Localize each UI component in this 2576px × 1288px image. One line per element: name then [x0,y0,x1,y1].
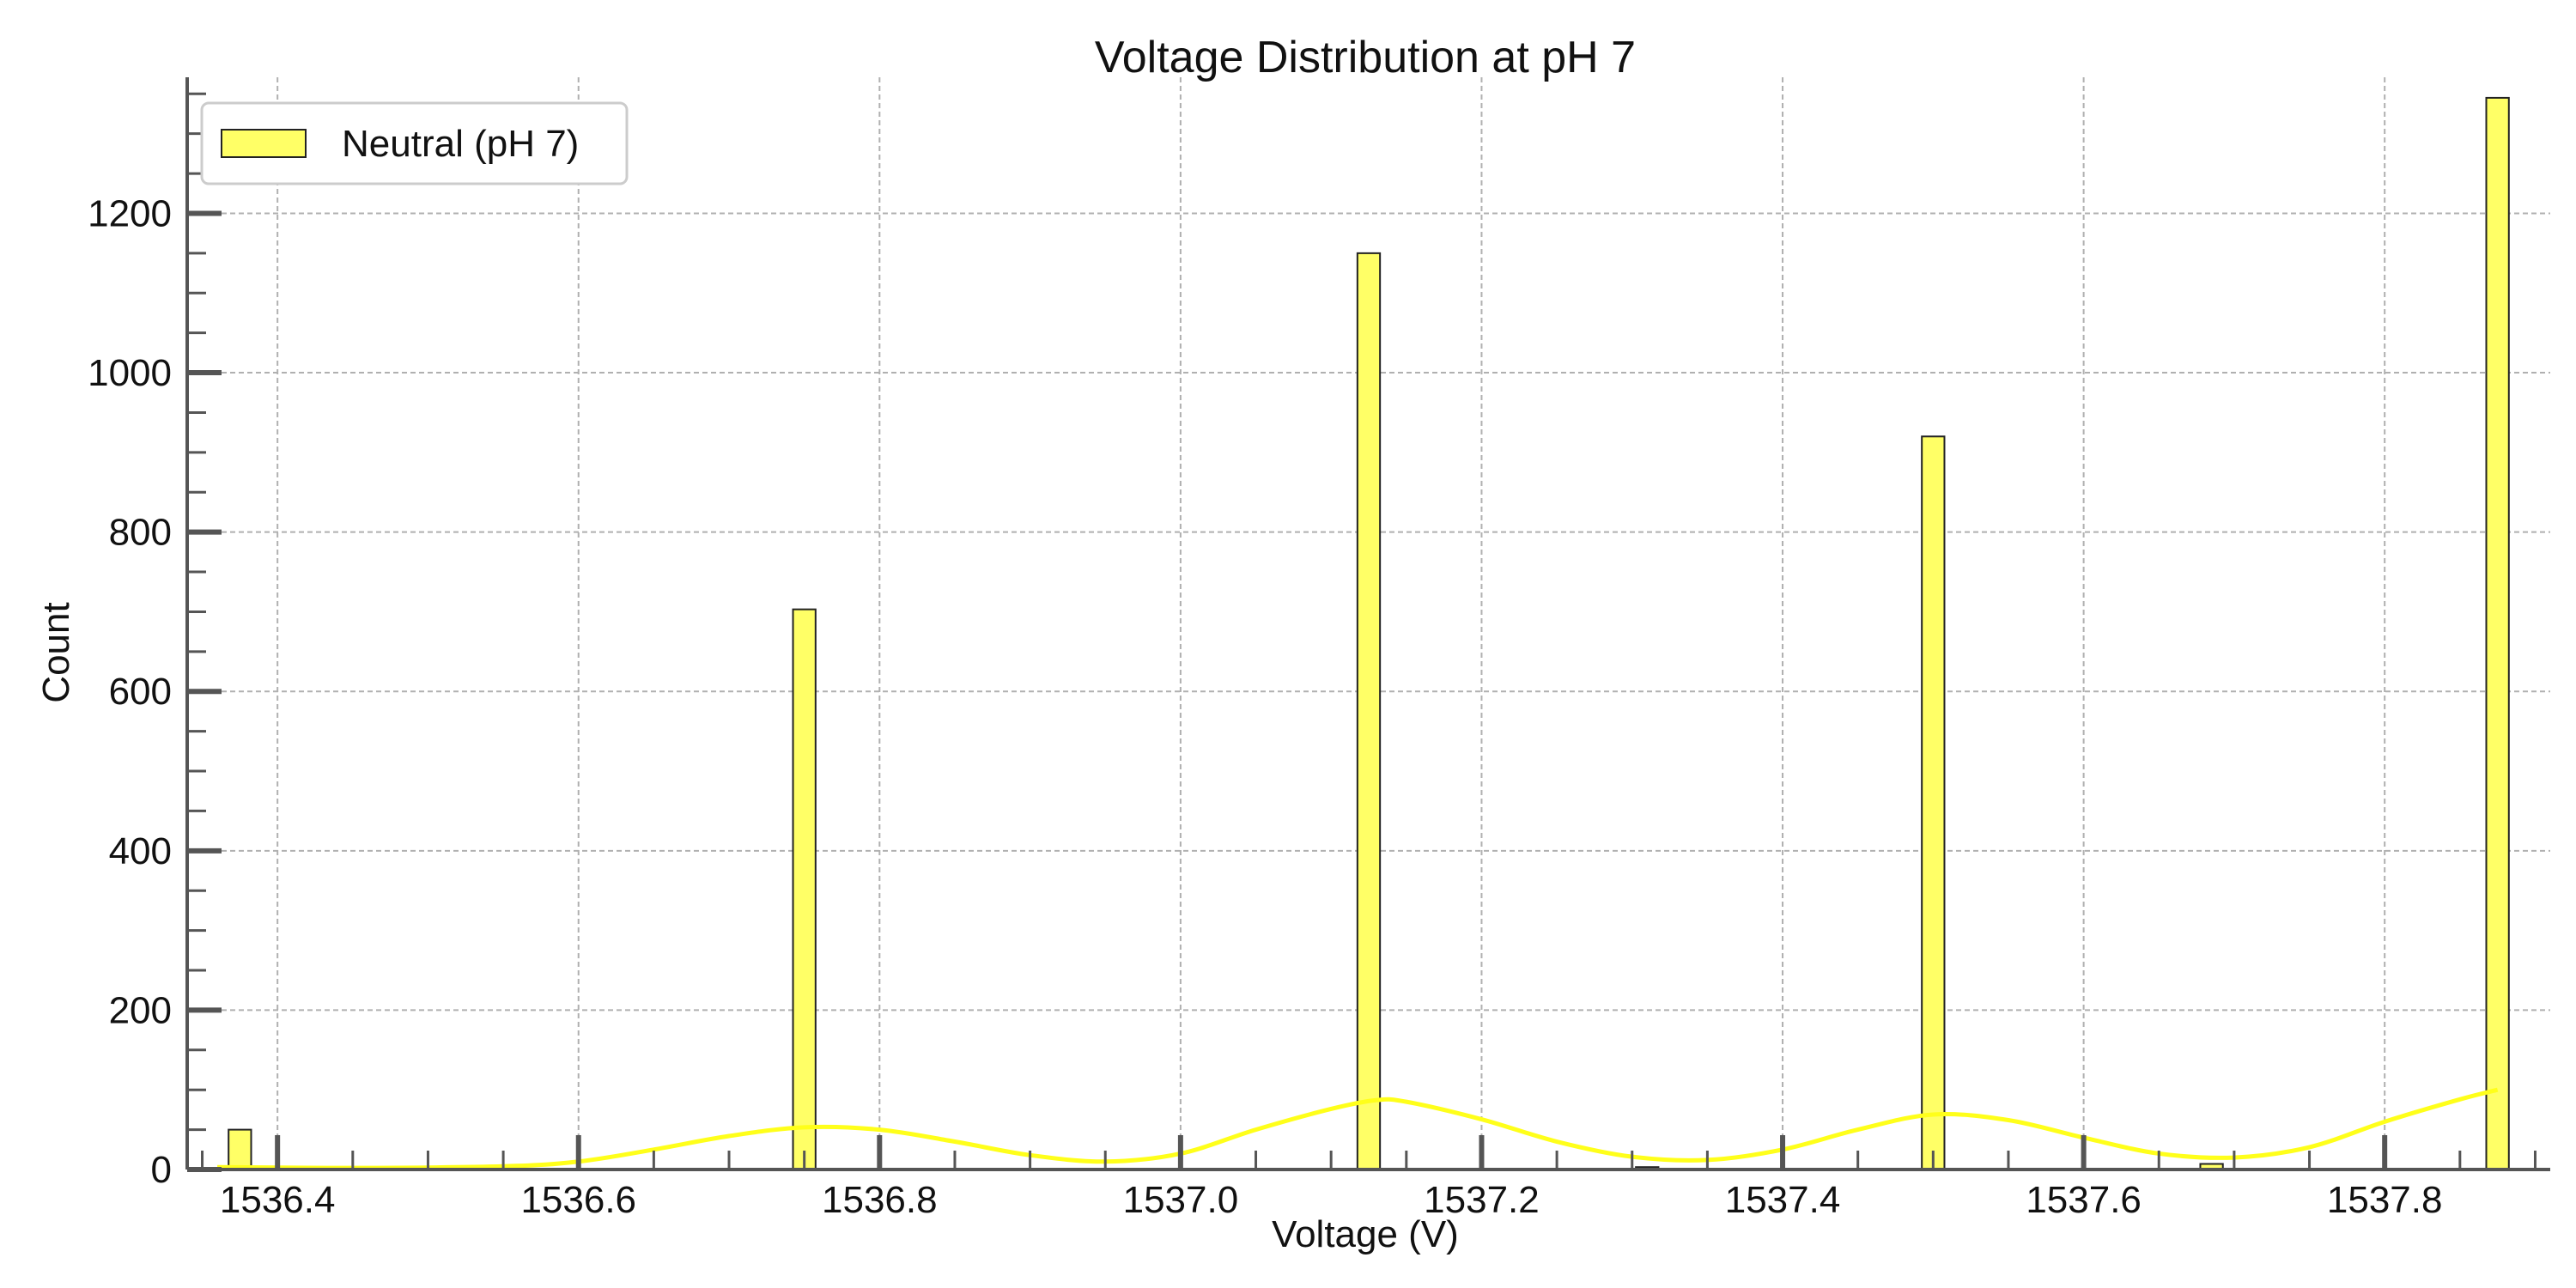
legend: Neutral (pH 7) [200,101,629,185]
y-axis-label: Count [35,602,77,702]
x-tick-label: 1537.8 [2327,1179,2443,1221]
histogram-bar [228,1128,252,1170]
histogram-bar [792,608,817,1170]
x-tick-label: 1536.6 [520,1179,636,1221]
y-tick-label: 600 [109,671,172,713]
x-tick-label: 1537.0 [1123,1179,1239,1221]
x-tick-label: 1537.4 [1725,1179,1841,1221]
y-tick-label: 1000 [88,352,172,394]
x-tick-label: 1537.2 [1424,1179,1540,1221]
kde-curve-layer [217,1087,2499,1170]
y-tick-label: 800 [109,512,172,554]
chart-title: Voltage Distribution at pH 7 [1095,33,1636,82]
y-tick-label: 0 [151,1149,172,1191]
x-axis-label: Voltage (V) [1272,1213,1459,1255]
histogram-bars [228,96,2510,1171]
y-tick-label: 1200 [88,192,172,234]
histogram-bar [1921,435,1946,1170]
histogram-bar [1356,252,1382,1170]
histogram-bar [2485,96,2510,1171]
y-tick-label: 200 [109,989,172,1031]
legend-swatch [221,129,307,158]
legend-label: Neutral (pH 7) [342,123,579,165]
tick-labels: 0 200 400 600 800 1000 1200 1536.4 1536.6 1536.8 1… [88,192,2442,1221]
x-tick-label: 1536.4 [220,1179,336,1221]
y-tick-label: 400 [109,830,172,872]
legend-frame [200,101,629,185]
kde-curve [217,1087,2499,1170]
x-tick-label: 1537.6 [2026,1179,2142,1221]
axes [185,77,2550,1172]
x-tick-label: 1536.8 [822,1179,938,1221]
